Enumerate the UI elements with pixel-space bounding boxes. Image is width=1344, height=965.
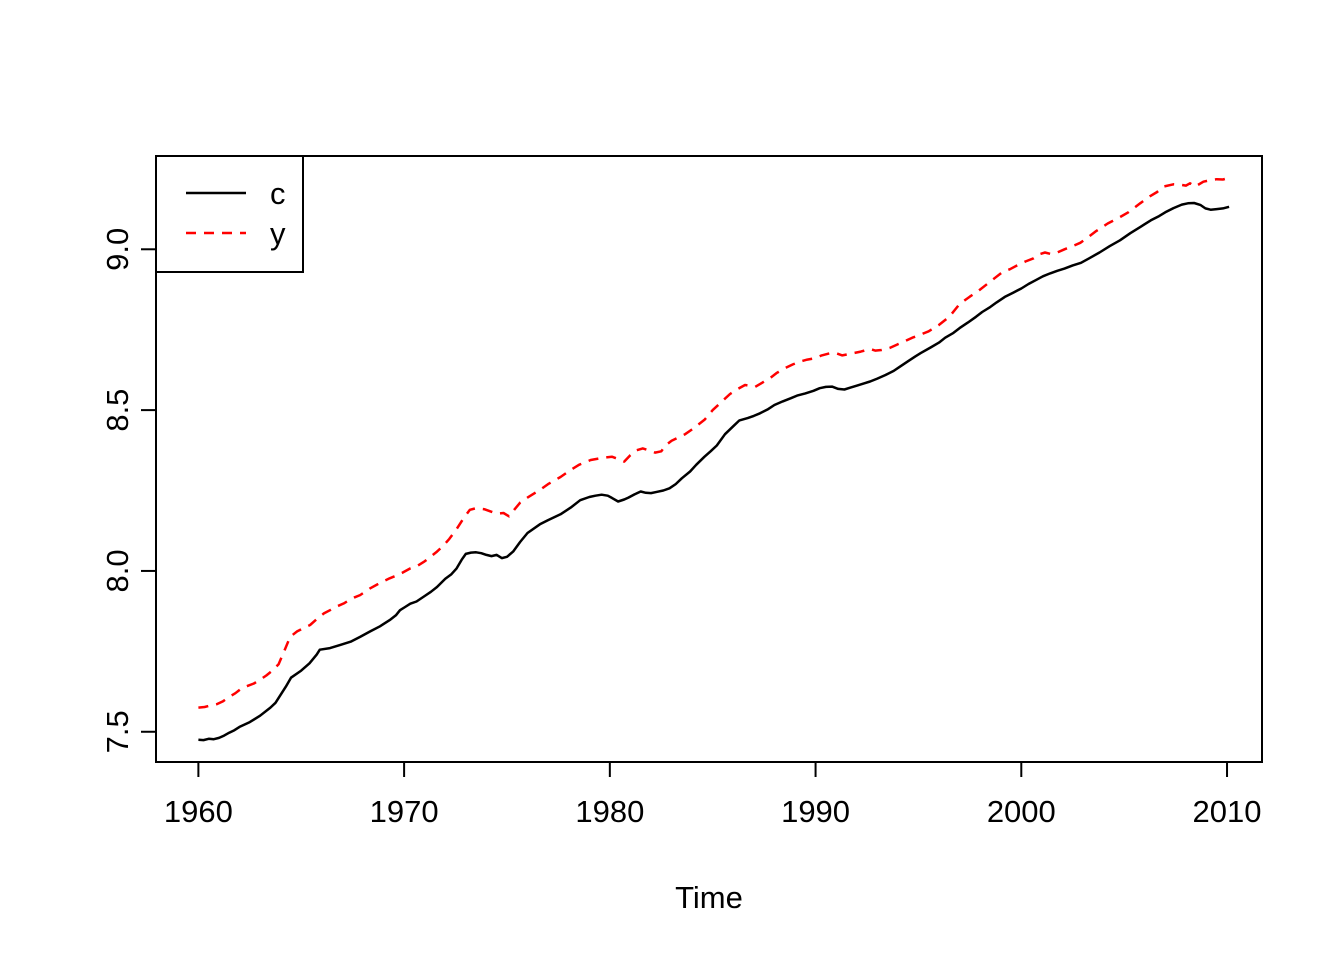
- legend-border: [155, 155, 304, 273]
- series-line-y: [198, 176, 1230, 709]
- y-axis: 7.5 8.0 8.5 9.0: [100, 228, 156, 753]
- x-tick-label: 2010: [1193, 794, 1262, 829]
- x-tick-label: 1990: [781, 794, 850, 829]
- y-tick-label: 9.0: [100, 228, 135, 271]
- data-series-lines: [198, 176, 1230, 742]
- x-tick-label: 2000: [987, 794, 1056, 829]
- y-tick-label: 8.5: [100, 389, 135, 432]
- y-tick-label: 7.5: [100, 710, 135, 753]
- x-tick-label: 1970: [370, 794, 439, 829]
- x-tick-label: 1980: [575, 794, 644, 829]
- series-line-c: [198, 201, 1230, 742]
- legend-label-c: c: [270, 176, 286, 211]
- x-tick-label: 1960: [164, 794, 233, 829]
- y-tick-label: 8.0: [100, 549, 135, 592]
- x-axis: 1960 1970 1980 1990 2000 2010: [164, 762, 1262, 829]
- plot-border-box: [155, 155, 1263, 763]
- legend-label-y: y: [270, 216, 286, 251]
- x-axis-title: Time: [675, 880, 743, 915]
- legend-box: cy: [155, 155, 304, 273]
